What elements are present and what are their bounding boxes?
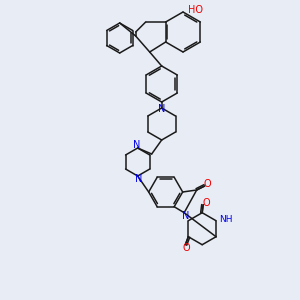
- Text: N: N: [133, 140, 140, 150]
- Text: O: O: [202, 198, 210, 208]
- Text: O: O: [182, 243, 190, 253]
- Text: HO: HO: [188, 5, 203, 15]
- Text: NH: NH: [219, 215, 232, 224]
- Text: N: N: [135, 174, 142, 184]
- Text: N: N: [158, 104, 165, 115]
- Text: O: O: [204, 179, 212, 189]
- Text: N: N: [182, 211, 190, 221]
